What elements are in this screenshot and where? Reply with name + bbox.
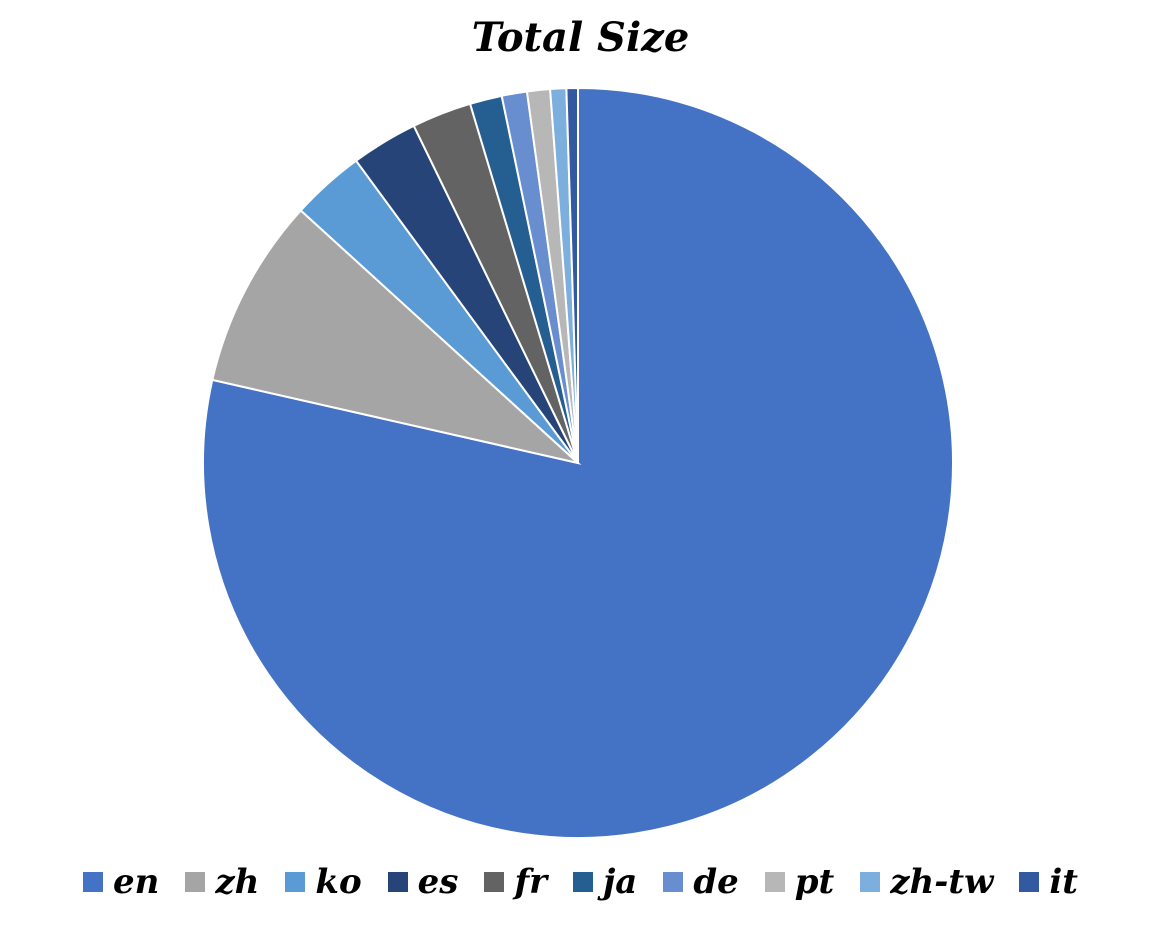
legend-swatch [663,872,684,892]
legend-item-ko: ko [285,862,362,902]
legend-swatch [83,872,104,892]
legend-item-zh-tw: zh-tw [860,862,993,902]
pie-chart [202,86,954,839]
legend-item-fr: fr [484,862,547,902]
legend-label: pt [794,862,835,902]
legend-swatch [1019,872,1040,892]
legend-item-it: it [1019,862,1078,902]
legend-swatch [860,872,881,892]
legend-item-en: en [83,862,159,902]
legend-item-pt: pt [764,862,835,902]
legend-swatch [185,872,206,892]
legend-swatch [285,872,306,892]
legend-label: zh-tw [890,862,994,902]
legend-item-ja: ja [572,862,638,902]
pie-slice-it [565,86,579,464]
pie-slice-zh [211,209,582,465]
legend-label: ja [602,862,638,902]
legend-swatch [572,872,593,892]
legend-swatch [764,872,785,892]
chart-title: Total Size [471,14,690,61]
legend-label: es [417,862,459,902]
legend-swatch [484,872,505,892]
pie-slice-en [202,86,954,839]
legend-item-de: de [663,862,739,902]
legend-label: de [693,862,739,902]
legend-item-es: es [387,862,459,902]
legend-label: fr [514,862,547,902]
legend-item-zh: zh [185,862,259,902]
legend-label: zh [215,862,260,902]
legend-swatch [387,872,408,892]
legend-label: en [113,862,160,902]
legend-label: it [1049,862,1078,902]
legend: en zh ko es fr ja de pt zh-tw it [0,862,1161,902]
legend-label: ko [315,862,362,902]
